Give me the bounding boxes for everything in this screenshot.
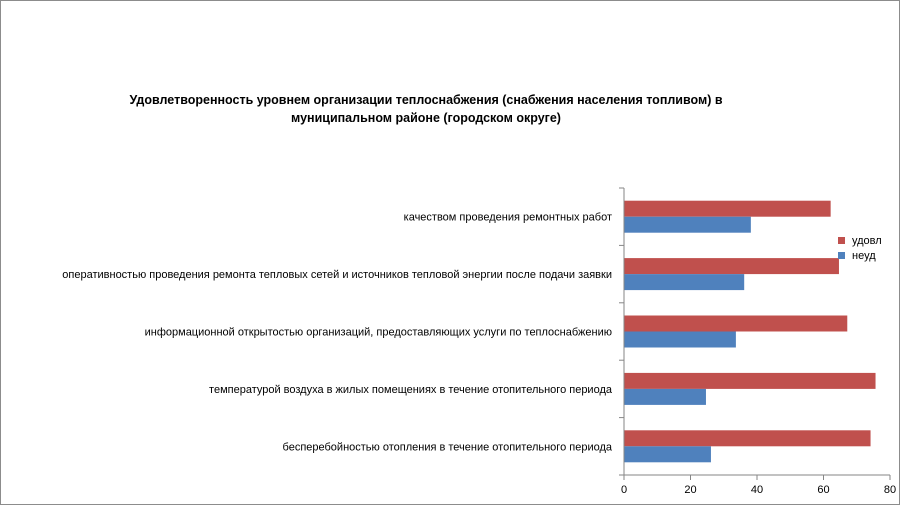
- bar-udovl: [624, 430, 871, 447]
- bar-neud: [624, 446, 711, 463]
- bar-udovl: [624, 200, 831, 217]
- x-tick-label: 0: [621, 484, 627, 496]
- category-label: температурой воздуха в жилых помещениях …: [209, 384, 613, 396]
- legend-swatch: [838, 252, 845, 259]
- chart-title-line-1: Удовлетворенность уровнем организации те…: [129, 93, 723, 107]
- bar-neud: [624, 216, 751, 233]
- legend-swatch: [838, 237, 845, 244]
- bar-neud: [624, 388, 706, 405]
- category-label: оперативностью проведения ремонта теплов…: [62, 269, 612, 281]
- bar-udovl: [624, 315, 848, 332]
- x-tick-label: 20: [684, 484, 696, 496]
- x-tick-label: 80: [884, 484, 896, 496]
- legend-label: удовл: [852, 235, 882, 247]
- chart-title-line-2: муниципальном районе (городском округе): [291, 111, 561, 125]
- category-label: бесперебойностью отопления в течение ото…: [283, 441, 613, 453]
- bar-udovl: [624, 372, 876, 389]
- bar-neud: [624, 274, 745, 291]
- category-label: качеством проведения ремонтных работ: [404, 212, 612, 224]
- legend-label: неуд: [852, 250, 876, 262]
- x-tick-label: 60: [817, 484, 829, 496]
- x-tick-label: 40: [751, 484, 763, 496]
- bar-neud: [624, 331, 736, 348]
- chart-title: Удовлетворенность уровнем организации те…: [61, 91, 791, 127]
- category-label: информационной открытостью организаций, …: [145, 327, 612, 339]
- bar-udovl: [624, 258, 839, 275]
